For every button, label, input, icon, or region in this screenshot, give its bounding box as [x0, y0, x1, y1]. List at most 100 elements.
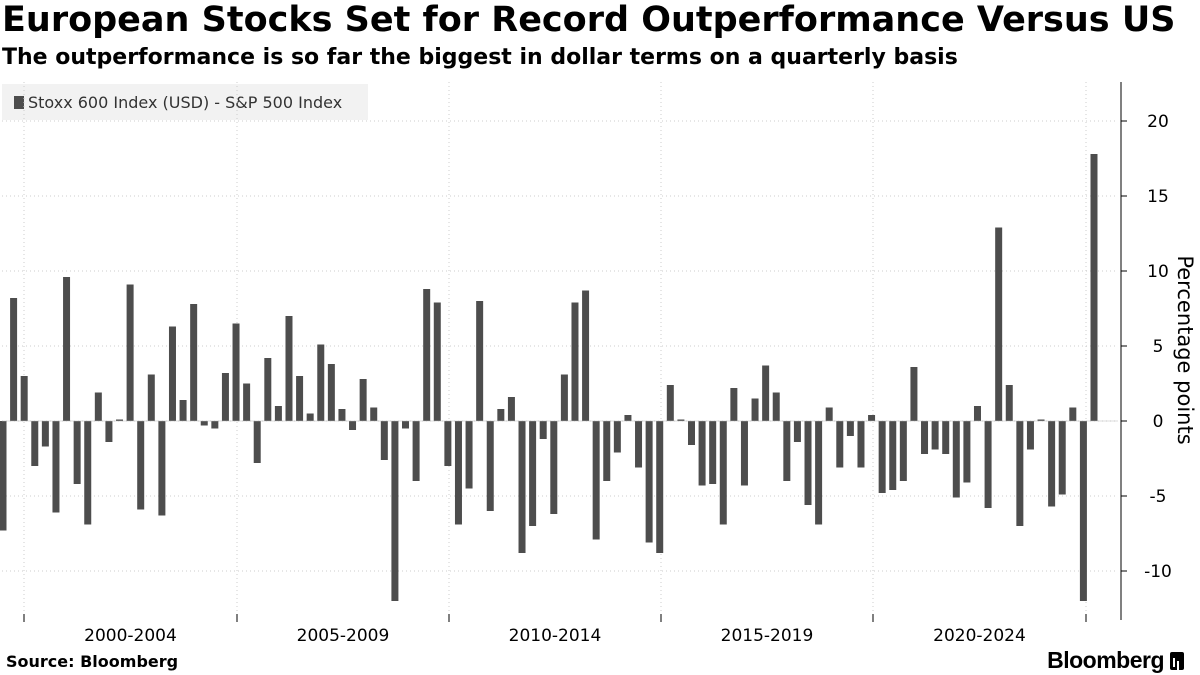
- bar-48: [507, 397, 515, 421]
- y-tick-label-1: 15: [1147, 187, 1169, 207]
- legend-label: Stoxx 600 Index (USD) - S&P 500 Index: [28, 92, 343, 112]
- y-tick-label-5: -5: [1150, 487, 1167, 507]
- bar-45: [476, 301, 484, 421]
- bar-22: [232, 323, 240, 421]
- bar-34: [359, 379, 367, 421]
- chart-title: European Stocks Set for Record Outperfor…: [2, 0, 1176, 40]
- legend: Stoxx 600 Index (USD) - S&P 500 Index: [2, 84, 368, 120]
- bar-18: [190, 304, 198, 421]
- bar-62: [656, 421, 664, 553]
- bar-11: [116, 419, 124, 421]
- terminal-icon: [1170, 651, 1184, 670]
- x-period-label-3: 2015-2019: [721, 626, 814, 646]
- bar-13: [137, 421, 145, 510]
- bar-12: [126, 284, 134, 421]
- bar-42: [444, 421, 452, 466]
- bar-73: [772, 392, 780, 421]
- bar-74: [783, 421, 791, 481]
- bar-51: [539, 421, 547, 439]
- bar-85: [899, 421, 907, 481]
- bar-88: [931, 421, 939, 450]
- bar-98: [1037, 419, 1045, 421]
- bar-43: [454, 421, 462, 525]
- bar-66: [698, 421, 706, 486]
- y-tick-label-4: 0: [1153, 412, 1164, 432]
- bar-91: [963, 421, 971, 483]
- x-period-label-0: 2000-2004: [84, 626, 177, 646]
- source-note: Source: Bloomberg: [6, 652, 179, 671]
- bar-86: [910, 367, 918, 421]
- brand-name: Bloomberg: [1047, 647, 1164, 673]
- bar-89: [942, 421, 950, 454]
- bar-56: [592, 421, 600, 540]
- bar-7: [73, 421, 81, 484]
- bar-53: [560, 374, 568, 421]
- y-tick-label-2: 10: [1147, 262, 1169, 282]
- bar-64: [677, 419, 685, 421]
- bar-97: [1026, 421, 1034, 450]
- bar-8: [84, 421, 92, 525]
- bar-20: [211, 421, 219, 429]
- bar-29: [306, 413, 314, 421]
- bar-103: [1090, 154, 1098, 421]
- bar-5: [52, 421, 60, 513]
- bar-52: [550, 421, 558, 514]
- bar-28: [296, 376, 304, 421]
- bar-94: [995, 227, 1003, 421]
- bar-38: [402, 421, 410, 429]
- bar-72: [762, 365, 770, 421]
- bar-14: [147, 374, 155, 421]
- y-tick-label-3: 5: [1153, 337, 1164, 357]
- bar-93: [984, 421, 992, 508]
- bar-92: [973, 406, 981, 421]
- bar-68: [719, 421, 727, 525]
- bar-90: [952, 421, 960, 498]
- bar-46: [486, 421, 494, 511]
- bar-80: [846, 421, 854, 436]
- bar-63: [666, 385, 674, 421]
- bar-41: [433, 302, 441, 421]
- bar-10: [105, 421, 113, 442]
- bar-9: [94, 392, 102, 421]
- bar-100: [1058, 421, 1066, 495]
- bar-15: [158, 421, 166, 516]
- x-period-label-1: 2005-2009: [297, 626, 390, 646]
- bar-54: [571, 302, 579, 421]
- bar-21: [221, 373, 229, 421]
- bar-39: [412, 421, 420, 481]
- y-tick-label-6: -10: [1144, 562, 1172, 582]
- bar-44: [465, 421, 473, 489]
- bar-87: [921, 421, 929, 454]
- bar-78: [825, 407, 833, 421]
- bar-65: [687, 421, 695, 445]
- bar-24: [253, 421, 261, 463]
- bar-23: [243, 383, 251, 421]
- bar-102: [1079, 421, 1087, 601]
- bar-0: [0, 421, 7, 531]
- y-axis-label: Percentage points: [1173, 255, 1197, 445]
- bar-19: [200, 421, 208, 426]
- bar-96: [1016, 421, 1024, 526]
- bloomberg-logo: Bloomberg: [1047, 647, 1184, 674]
- bar-83: [878, 421, 886, 493]
- bar-79: [836, 421, 844, 468]
- bar-82: [868, 415, 876, 421]
- bar-1: [10, 298, 18, 421]
- bar-40: [423, 289, 431, 421]
- bar-36: [380, 421, 388, 460]
- bar-81: [857, 421, 865, 468]
- bar-49: [518, 421, 526, 553]
- x-period-label-2: 2010-2014: [509, 626, 602, 646]
- bar-3: [31, 421, 39, 466]
- bar-16: [168, 326, 176, 421]
- chart-subtitle: The outperformance is so far the biggest…: [2, 45, 958, 70]
- bar-84: [889, 421, 897, 490]
- bar-59: [624, 415, 632, 421]
- bar-27: [285, 316, 293, 421]
- bar-70: [740, 421, 748, 486]
- bar-50: [529, 421, 537, 526]
- bar-69: [730, 388, 738, 421]
- bar-17: [179, 400, 187, 421]
- bar-61: [645, 421, 653, 543]
